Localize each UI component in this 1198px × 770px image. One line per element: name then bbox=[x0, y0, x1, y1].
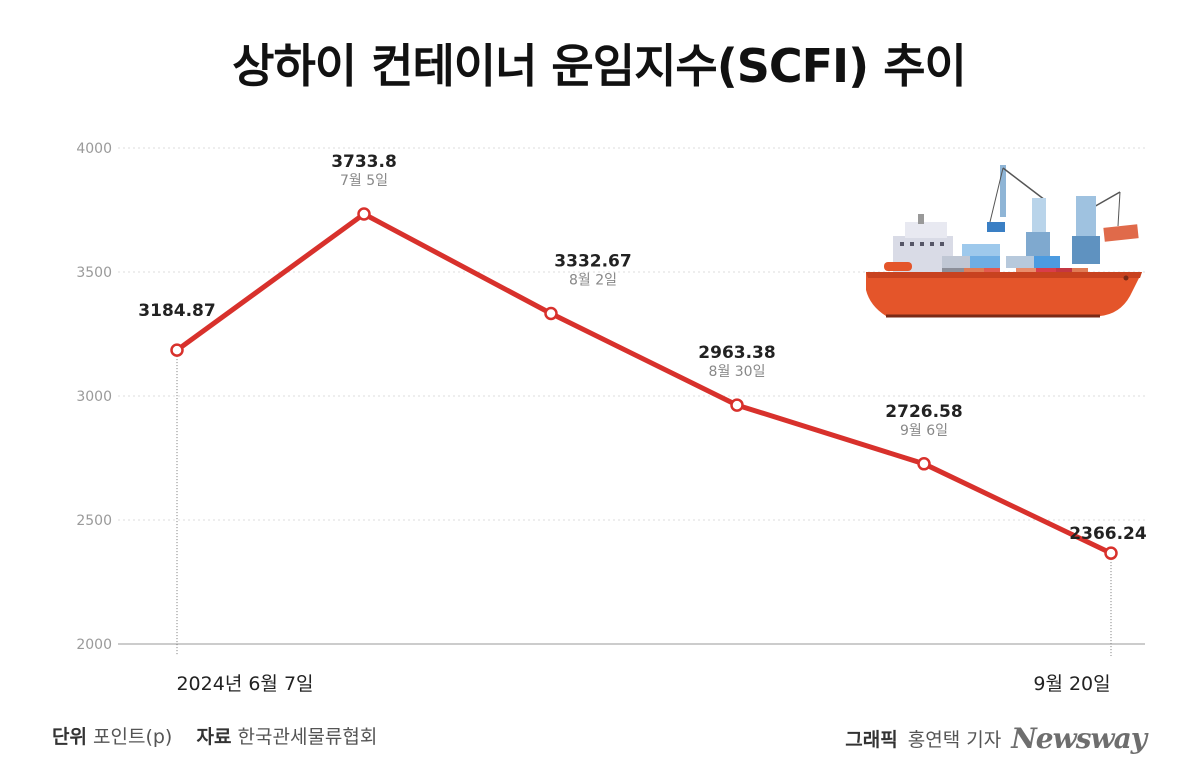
data-point bbox=[170, 343, 184, 357]
data-point bbox=[917, 457, 931, 471]
y-tick-label: 2000 bbox=[76, 637, 112, 653]
date-label: 8월 2일 bbox=[569, 272, 617, 288]
y-tick-label: 4000 bbox=[76, 141, 112, 157]
source-label: 자료 bbox=[196, 726, 232, 748]
ship-bridge bbox=[884, 214, 953, 272]
guide-lines bbox=[176, 356, 1112, 656]
data-point bbox=[730, 398, 744, 412]
crane-right bbox=[1072, 191, 1139, 264]
footer-source: 단위 포인트(p) 자료 한국관세물류협회 bbox=[52, 722, 377, 749]
reporter-name: 홍연택 기자 bbox=[907, 729, 1002, 751]
data-point bbox=[544, 306, 558, 321]
x-axis-labels: 2024년 6월 7일 9월 20일 bbox=[176, 673, 1110, 695]
x-end-label: 9월 20일 bbox=[1033, 673, 1110, 695]
date-label: 8월 30일 bbox=[709, 364, 766, 380]
crane-left bbox=[987, 165, 1050, 260]
series-line-group bbox=[170, 207, 1118, 560]
value-label: 2726.58 bbox=[885, 402, 962, 422]
value-label: 3184.87 bbox=[138, 301, 215, 321]
y-tick-label: 3500 bbox=[76, 265, 112, 281]
value-label: 2963.38 bbox=[698, 343, 775, 363]
series-line bbox=[174, 211, 1114, 556]
chart-title: 상하이 컨테이너 운임지수(SCFI) 추이 bbox=[232, 39, 967, 93]
value-label: 2366.24 bbox=[1069, 524, 1147, 544]
x-start-label: 2024년 6월 7일 bbox=[176, 673, 313, 695]
y-tick-label: 3000 bbox=[76, 389, 112, 405]
newsway-logo: Newsway bbox=[1011, 722, 1147, 755]
graphic-label: 그래픽 bbox=[845, 729, 898, 751]
source-value: 한국관세물류협회 bbox=[237, 726, 378, 748]
data-point bbox=[357, 207, 371, 221]
ship-hull bbox=[866, 272, 1142, 316]
y-tick-label: 2500 bbox=[76, 513, 112, 529]
value-label: 3733.8 bbox=[331, 152, 397, 172]
container-ship-illustration bbox=[866, 165, 1142, 318]
date-label: 7월 5일 bbox=[340, 173, 388, 189]
unit-value: 포인트(p) bbox=[93, 726, 173, 748]
value-label: 3332.67 bbox=[554, 251, 631, 271]
unit-label: 단위 bbox=[52, 726, 87, 748]
footer-credit: 그래픽 홍연택 기자 Newsway bbox=[845, 722, 1147, 755]
date-label: 9월 6일 bbox=[900, 423, 948, 439]
y-tick-labels: 4000 3500 3000 2500 2000 bbox=[76, 141, 112, 653]
data-point bbox=[1104, 546, 1118, 560]
